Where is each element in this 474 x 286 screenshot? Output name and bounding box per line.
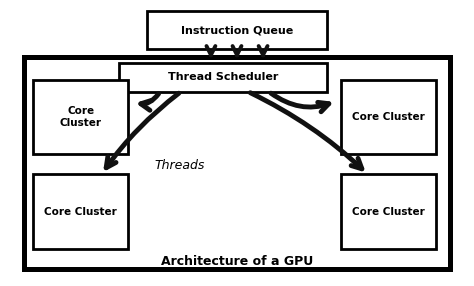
- Text: Threads: Threads: [155, 159, 205, 172]
- Bar: [147, 11, 327, 49]
- Text: Architecture of a GPU: Architecture of a GPU: [161, 255, 313, 268]
- Bar: [341, 80, 436, 154]
- Text: Thread Scheduler: Thread Scheduler: [168, 72, 278, 82]
- Text: Core Cluster: Core Cluster: [44, 207, 117, 217]
- Bar: [33, 174, 128, 249]
- Bar: [118, 63, 327, 92]
- Text: Core Cluster: Core Cluster: [352, 207, 425, 217]
- Text: Core Cluster: Core Cluster: [352, 112, 425, 122]
- Text: Instruction Queue: Instruction Queue: [181, 25, 293, 35]
- Bar: [33, 80, 128, 154]
- Bar: [24, 57, 450, 269]
- Text: Core
Cluster: Core Cluster: [60, 106, 101, 128]
- Bar: [341, 174, 436, 249]
